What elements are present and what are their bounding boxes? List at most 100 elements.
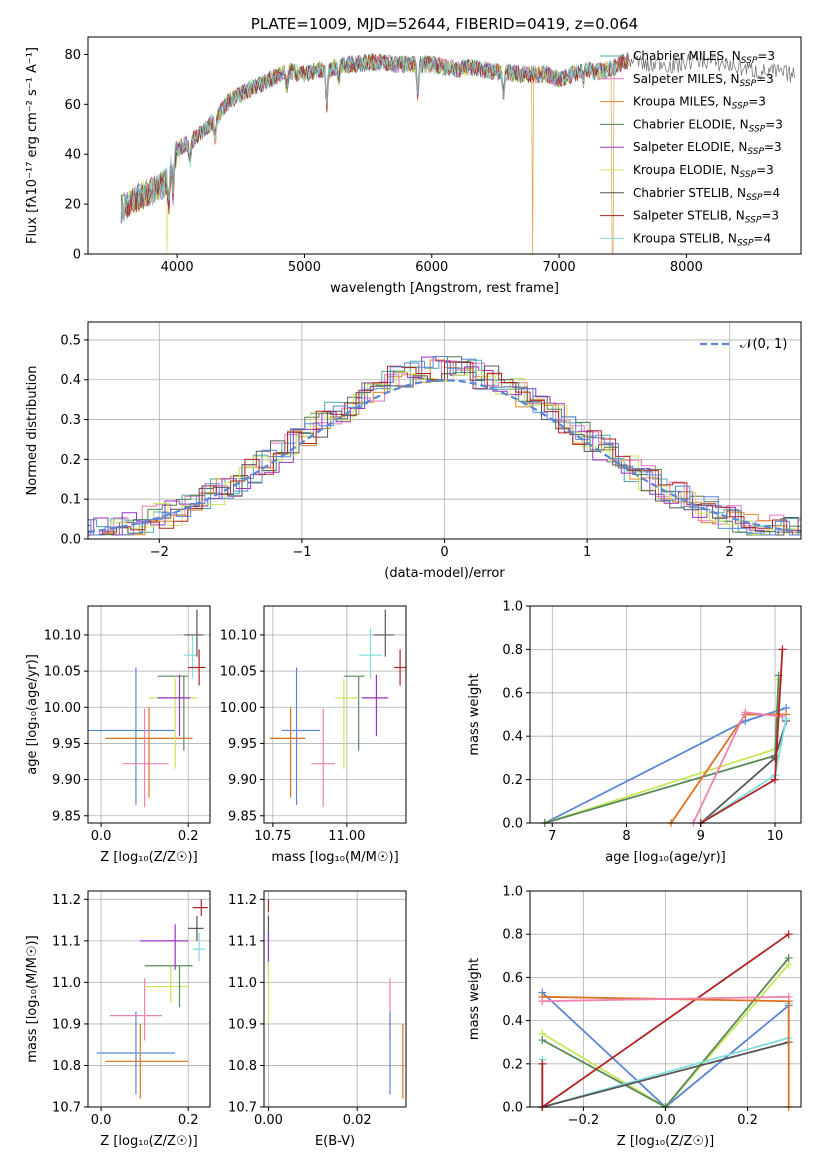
legend-label: Kroupa MILES, NSSP=3: [633, 95, 766, 112]
axes-frame: [263, 605, 407, 824]
mass-weight-marker: [782, 714, 791, 723]
legend-text: Chabrier STELIB, N: [633, 186, 746, 200]
y-tick-label: 40: [64, 148, 81, 163]
legend-label: 𝒩(0, 1): [740, 337, 787, 352]
spectrum-line: [120, 54, 617, 224]
y-tick-label: 0.6: [502, 971, 523, 986]
y-tick-label: 10.10: [44, 628, 81, 643]
y-tick-label: 10.00: [220, 701, 257, 716]
y-tick-label: 11.0: [52, 976, 81, 991]
legend-suffix: =3: [756, 163, 774, 177]
x-axis-label: mass [log₁₀(M/M☉)]: [271, 850, 398, 865]
legend-suffix: =4: [763, 186, 781, 200]
axes-frame: [263, 890, 407, 1108]
legend-suffix: =3: [748, 95, 766, 109]
y-tick-label: 10.9: [52, 1017, 81, 1032]
mass-weight-marker: [784, 992, 793, 1001]
x-axis-label: E(B-V): [315, 1134, 355, 1149]
axes-frame: [87, 36, 802, 255]
x-tick-label: 2: [726, 545, 734, 560]
legend-suffix: =3: [765, 117, 783, 131]
x-tick-label: 7000: [543, 260, 576, 275]
y-tick-label: 10.8: [228, 1059, 257, 1074]
legend-text: Kroupa MILES, N: [633, 95, 732, 109]
age-vs-mass-panel: 10.75 11.00 9.85 9.90 9.95 10.00 10.05 10.10 mas…: [220, 605, 407, 865]
mass-weight-line: [700, 718, 788, 824]
x-axis-label: age [log₁₀(age/yr)]: [605, 850, 726, 865]
legend-subscript: SSP: [741, 56, 758, 66]
x-tick-label: 0.02: [343, 1113, 372, 1128]
y-tick-label: 60: [64, 98, 81, 113]
mass-weight-line: [542, 995, 789, 1003]
y-tick-label: 10.05: [220, 665, 257, 680]
legend-suffix: =3: [756, 72, 774, 86]
y-tick-label: 10.9: [228, 1017, 257, 1032]
chart-title: PLATE=1009, MJD=52644, FIBERID=0419, z=0…: [251, 15, 638, 33]
x-tick-label: 10: [767, 829, 784, 844]
legend-text: Salpeter STELIB, N: [633, 209, 745, 223]
x-tick-label: −0.2: [568, 1113, 600, 1128]
x-tick-label: 9: [697, 829, 705, 844]
y-tick-label: 1.0: [502, 885, 523, 900]
legend-subscript: SSP: [740, 170, 757, 180]
histogram-series: [88, 361, 801, 536]
mass-weight-marker: [778, 645, 787, 654]
legend-suffix: =3: [761, 209, 779, 223]
y-tick-label: 0.4: [502, 730, 523, 745]
x-tick-label: 0.2: [178, 1113, 199, 1128]
mass-weight-line: [544, 679, 780, 824]
y-tick-label: 11.2: [52, 893, 81, 908]
legend-label: Kroupa ELODIE, NSSP=3: [633, 163, 774, 180]
legend-text: Kroupa STELIB, N: [633, 231, 737, 245]
y-tick-label: 80: [64, 48, 81, 63]
legend-suffix: =3: [764, 140, 782, 154]
y-tick-label: 11.1: [228, 934, 257, 949]
y-tick-label: 9.85: [52, 809, 81, 824]
y-tick-label: 11.1: [52, 934, 81, 949]
y-axis-label: Normed distribution: [25, 366, 40, 496]
spectrum-line: [120, 53, 629, 223]
x-tick-label: 0.2: [737, 1113, 758, 1128]
histogram-series: [88, 361, 801, 536]
y-tick-label: 10.10: [220, 628, 257, 643]
x-tick-label: 0.0: [655, 1113, 676, 1128]
y-tick-label: 0.5: [60, 333, 81, 348]
y-tick-label: 0.8: [502, 643, 523, 658]
legend-label: Salpeter STELIB, NSSP=3: [633, 209, 779, 226]
y-tick-label: 10.8: [52, 1059, 81, 1074]
y-tick-label: 11.0: [228, 976, 257, 991]
mass-vs-EBV-panel: 0.00 0.02 10.7 10.8 10.9 11.0 11.1 11.2 E(B-V): [228, 890, 407, 1149]
y-tick-label: 0.0: [60, 533, 81, 548]
y-tick-label: 0.2: [502, 773, 523, 788]
x-tick-label: 0.2: [178, 829, 199, 844]
legend-text: Salpeter ELODIE, N: [633, 140, 747, 154]
x-tick-label: 8000: [670, 260, 703, 275]
y-axis-label: mass weight: [467, 958, 482, 1040]
axes-frame: [87, 890, 211, 1108]
x-tick-label: 10.75: [254, 829, 291, 844]
y-tick-label: 10.05: [44, 665, 81, 680]
legend-label: Chabrier STELIB, NSSP=4: [633, 186, 780, 203]
mass-weight-marker: [538, 1036, 547, 1045]
y-tick-label: 9.90: [228, 773, 257, 788]
age-vs-Z-panel: 0.0 0.2 9.85 9.90 9.95 10.00 10.05 10.10 Z [log₁…: [25, 605, 211, 865]
y-axis-label: mass [log₁₀(M/M☉)]: [25, 935, 40, 1062]
y-tick-label: 0.0: [502, 817, 523, 832]
legend-suffix: =3: [757, 49, 775, 63]
legend-label: Chabrier ELODIE, NSSP=3: [633, 117, 783, 134]
legend-subscript: SSP: [749, 124, 766, 134]
legend-subscript: SSP: [746, 193, 763, 203]
x-tick-label: 7: [548, 829, 556, 844]
y-tick-label: 0.6: [502, 686, 523, 701]
mass-weight-line: [544, 707, 787, 824]
y-axis-label: age [log₁₀(age/yr)]: [25, 654, 40, 775]
y-tick-label: 11.2: [228, 893, 257, 908]
y-tick-label: 20: [64, 198, 81, 213]
y-axis-label: mass weight: [467, 673, 482, 755]
legend-label: Salpeter ELODIE, NSSP=3: [633, 140, 782, 157]
legend-subscript: SSP: [732, 102, 749, 112]
axes-frame: [529, 605, 802, 824]
mass-weight-line: [542, 1041, 789, 1108]
legend-text: Salpeter MILES, N: [633, 72, 740, 86]
y-tick-label: 9.90: [52, 773, 81, 788]
